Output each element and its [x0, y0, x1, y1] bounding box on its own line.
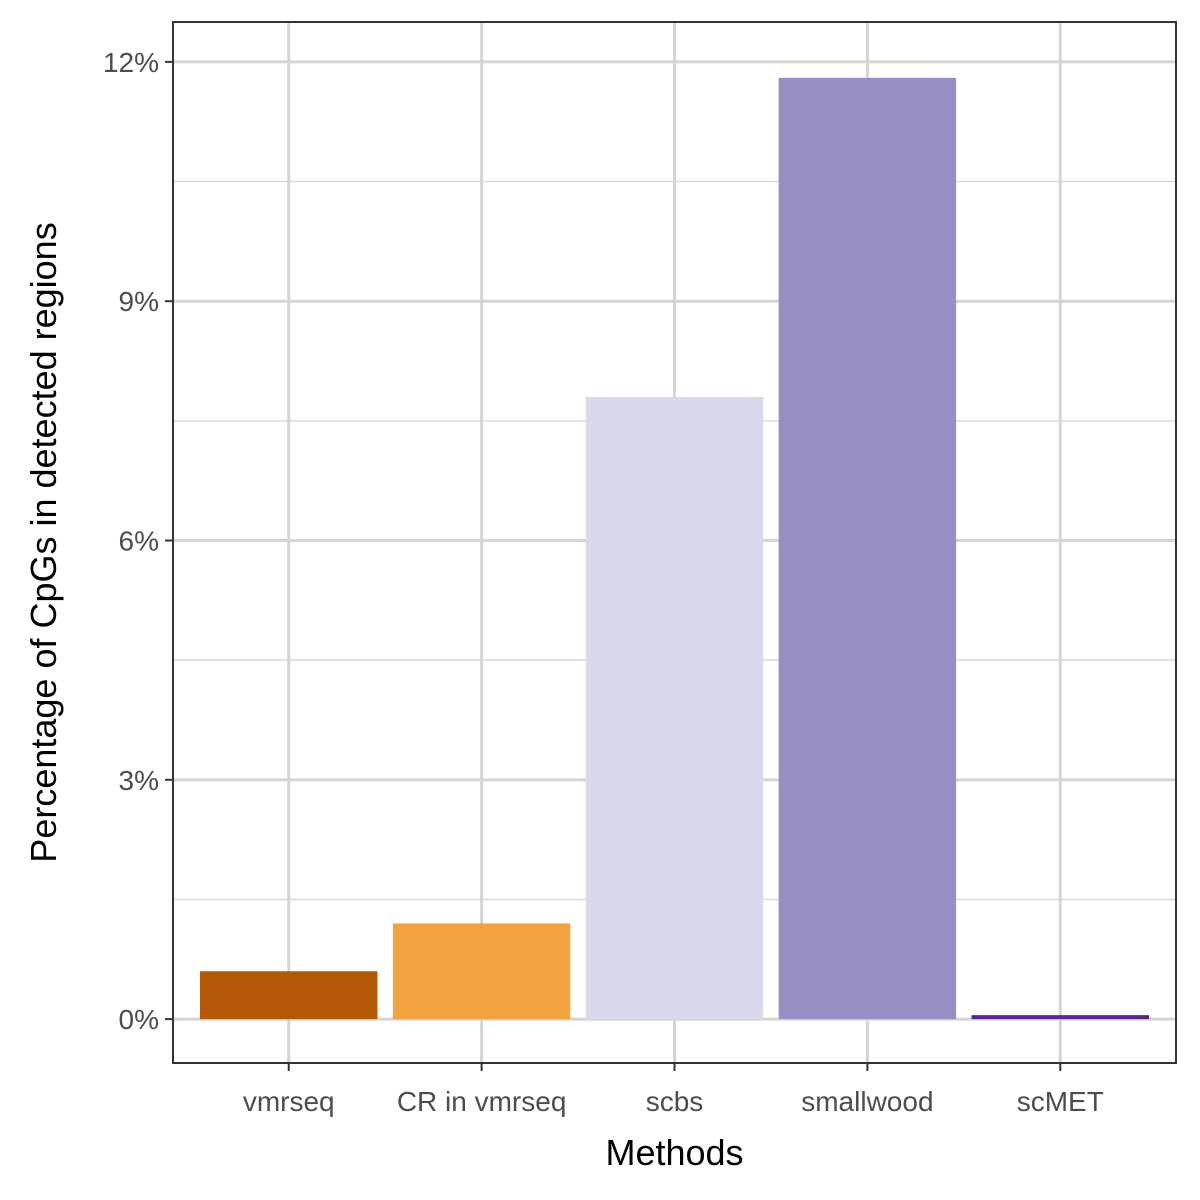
major-gridlines [173, 22, 1176, 1063]
bar [392, 923, 571, 1020]
x-tick-label: smallwood [801, 1086, 933, 1117]
y-axis-title: Percentage of CpGs in detected regions [23, 222, 64, 862]
x-tick-label: scbs [646, 1086, 704, 1117]
x-axis-title: Methods [605, 1132, 743, 1173]
x-axis-ticks: vmrseq CR in vmrseq scbs smallwood scMET [243, 1063, 1104, 1117]
bars [200, 77, 1149, 1020]
y-tick-label: 9% [119, 286, 159, 317]
x-tick-label: scMET [1017, 1086, 1104, 1117]
bar [778, 77, 957, 1020]
y-tick-label: 12% [103, 47, 159, 78]
y-tick-label: 6% [119, 526, 159, 557]
x-tick-label: CR in vmrseq [397, 1086, 567, 1117]
y-tick-label: 0% [119, 1004, 159, 1035]
bar [200, 971, 378, 1020]
y-axis-ticks: 0% 3% 6% 9% 12% [103, 47, 173, 1035]
bar [971, 1015, 1149, 1020]
y-tick-label: 3% [119, 765, 159, 796]
bar [585, 396, 764, 1020]
x-tick-label: vmrseq [243, 1086, 335, 1117]
